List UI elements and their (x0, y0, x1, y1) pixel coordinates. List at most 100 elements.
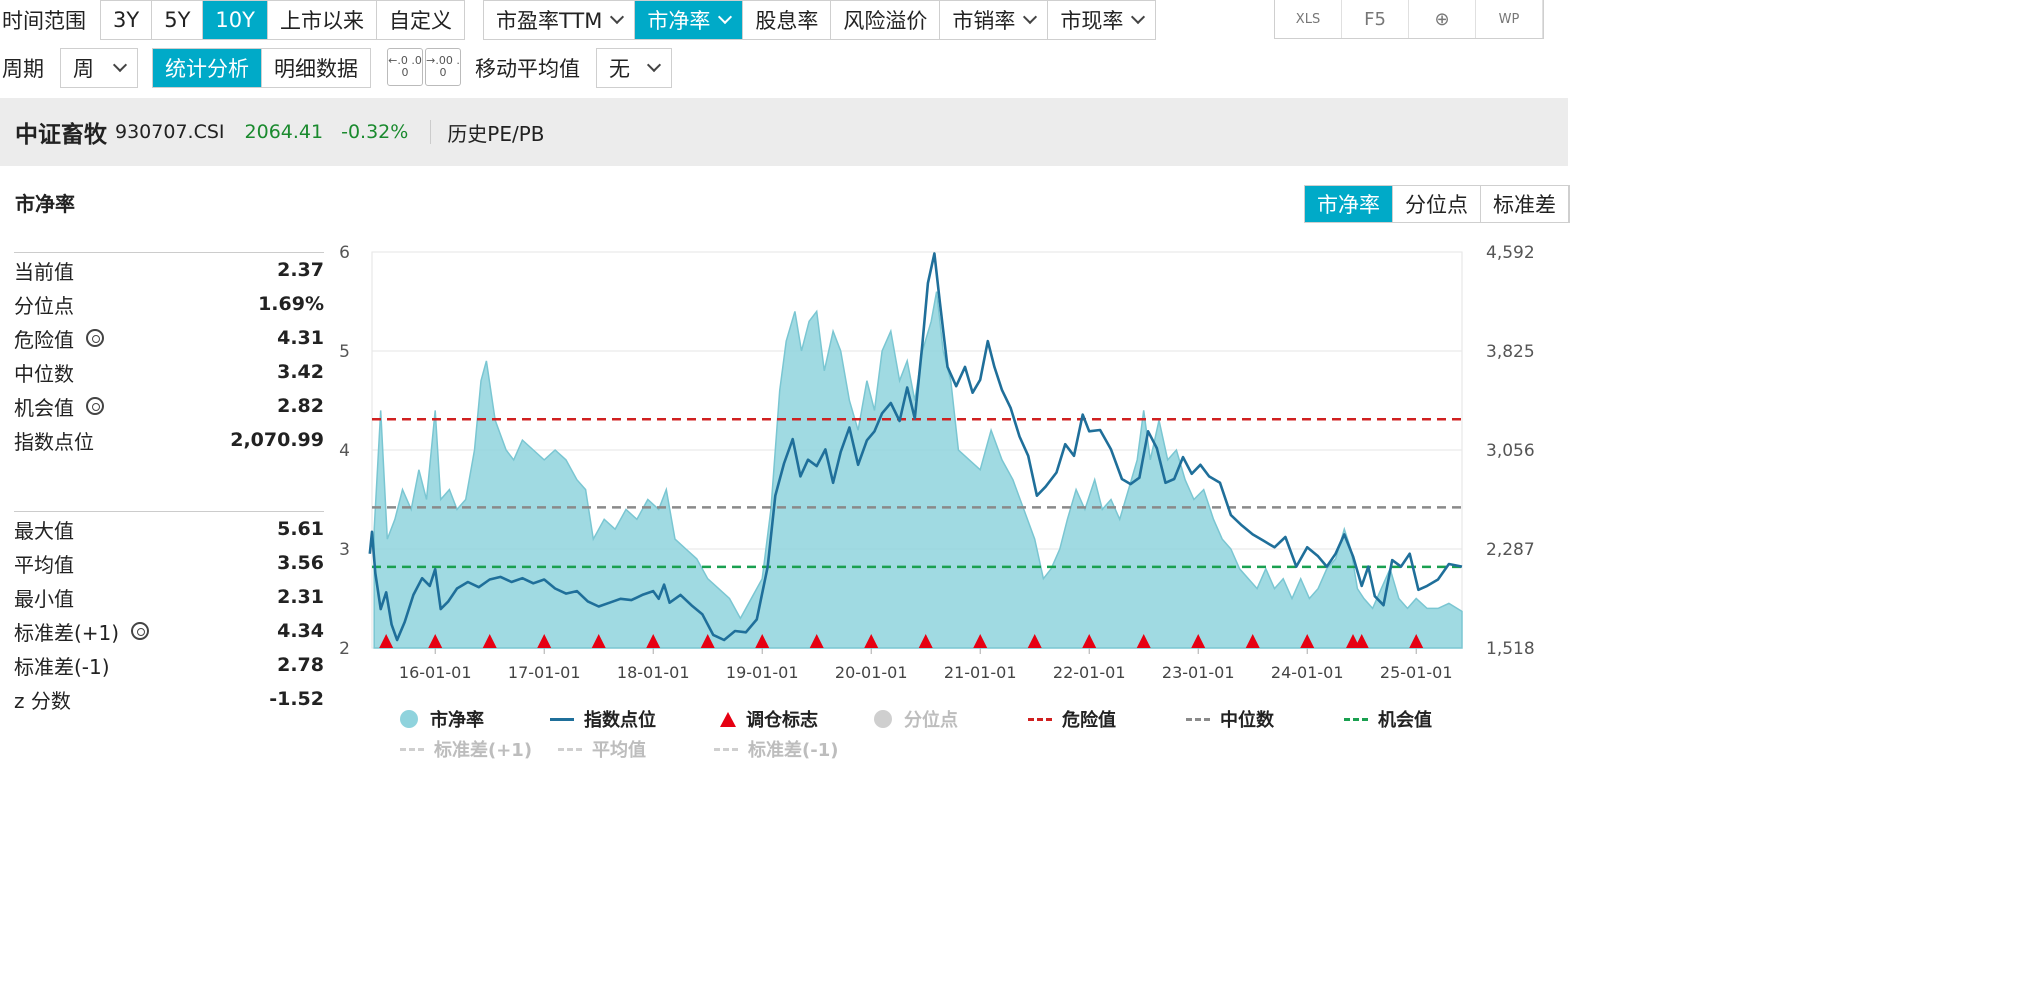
rebalance-marker[interactable] (864, 634, 879, 648)
add-circle-icon[interactable]: ⊕ (1409, 0, 1476, 38)
stat-row: 当前值 2.37 (14, 253, 324, 287)
gear-icon[interactable] (86, 396, 104, 415)
x-tick-label: 18-01-01 (617, 663, 690, 682)
decrease-decimal-icon[interactable]: ←.0 .00 (387, 48, 423, 86)
time-range-1[interactable]: 5Y (152, 1, 204, 39)
legend-dash-icon (1028, 717, 1052, 721)
metric-option-label: 风险溢价 (843, 9, 928, 33)
metric-group: 市盈率TTM 市净率 股息率 风险溢价 市销率 市现率 (482, 0, 1157, 40)
export-toolbar: XLS F5 ⊕ WP (1274, 0, 1544, 39)
legend-dash-icon (400, 747, 424, 751)
period-label: 周期 (2, 57, 44, 81)
rebalance-marker[interactable] (1409, 634, 1424, 648)
legend-item[interactable]: 标准差(-1) (714, 736, 838, 762)
stat-value: 2.78 (277, 654, 324, 676)
legend-label: 调仓标志 (746, 710, 818, 731)
legend-item[interactable]: 机会值 (1344, 706, 1432, 732)
stat-label-text: 指数点位 (14, 429, 94, 454)
y-right-tick: 2,287 (1486, 540, 1535, 560)
rebalance-marker[interactable] (1027, 634, 1042, 648)
legend-label: 标准差(+1) (434, 740, 533, 761)
chevron-down-icon (718, 9, 733, 25)
chart-tab-2[interactable]: 标准差 (1481, 186, 1569, 222)
increase-decimal-icon[interactable]: →.00 .0 (425, 48, 461, 86)
view-tab-1[interactable]: 明细数据 (274, 57, 358, 81)
rebalance-marker[interactable] (973, 634, 988, 648)
rebalance-marker[interactable] (482, 634, 497, 648)
legend-item[interactable]: 危险值 (1028, 706, 1116, 732)
legend-label: 机会值 (1378, 710, 1432, 731)
time-range-2[interactable]: 10Y (203, 1, 268, 39)
metric-option-5[interactable]: 市现率 (1048, 1, 1155, 39)
rebalance-marker[interactable] (1191, 634, 1206, 648)
rebalance-marker[interactable] (537, 634, 552, 648)
legend-item[interactable]: 分位点 (874, 706, 958, 732)
legend-label: 中位数 (1220, 710, 1274, 731)
legend-item[interactable]: 指数点位 (550, 706, 656, 732)
metric-option-3[interactable]: 风险溢价 (831, 1, 941, 39)
time-range-0[interactable]: 3Y (101, 1, 153, 39)
moving-average-select[interactable]: 无 (596, 48, 672, 88)
stat-label: z 分数 (14, 685, 71, 714)
index-line-series (368, 252, 1463, 642)
legend-label: 危险值 (1062, 710, 1116, 731)
rebalance-marker[interactable] (1300, 634, 1315, 648)
stat-label: 指数点位 (14, 426, 94, 455)
view-tab-0[interactable]: 统计分析 (153, 49, 262, 87)
y-left-tick: 2 (339, 639, 350, 659)
stat-row: 危险值 4.31 (14, 321, 324, 355)
gear-icon[interactable] (86, 328, 104, 347)
rebalance-marker[interactable] (1082, 634, 1097, 648)
gear-icon[interactable] (131, 621, 150, 640)
legend-item[interactable]: 市净率 (400, 706, 484, 732)
time-range-label: 时间范围 (2, 9, 86, 33)
rebalance-marker[interactable] (1245, 634, 1260, 648)
stat-value: -1.52 (269, 688, 324, 710)
x-tick-label: 20-01-01 (835, 663, 908, 682)
legend-label: 分位点 (904, 710, 958, 731)
time-range-3[interactable]: 上市以来 (268, 1, 377, 39)
legend-item[interactable]: 标准差(+1) (400, 736, 532, 762)
rebalance-marker[interactable] (379, 634, 394, 648)
stats-group-current: 当前值 2.37 分位点 1.69% 危险值 4.31 中位数 3.42 机会值 2.82 指数点位… (14, 252, 324, 457)
legend-item[interactable]: 中位数 (1186, 706, 1274, 732)
metric-option-2[interactable]: 股息率 (743, 1, 832, 39)
stats-title: 市净率 (15, 192, 75, 216)
period-select[interactable]: 周 (60, 48, 138, 88)
rebalance-marker[interactable] (1354, 634, 1369, 648)
chart-tab-0[interactable]: 市净率 (1305, 186, 1393, 222)
legend-dash-icon (1186, 717, 1210, 721)
legend-item[interactable]: 平均值 (558, 736, 646, 762)
stat-label-text: 机会值 (14, 395, 74, 420)
rebalance-marker[interactable] (918, 634, 933, 648)
rebalance-marker[interactable] (1136, 634, 1151, 648)
wps-export-icon[interactable]: WP (1476, 0, 1543, 38)
f5-refresh-icon[interactable]: F5 (1342, 0, 1409, 38)
legend-label: 市净率 (430, 710, 484, 731)
rebalance-marker[interactable] (428, 634, 443, 648)
rebalance-marker[interactable] (809, 634, 824, 648)
decimal-controls: ←.0 .00 →.00 .0 (387, 48, 463, 88)
stat-row: 指数点位 2,070.99 (14, 423, 324, 457)
metric-option-4[interactable]: 市销率 (940, 1, 1049, 39)
legend-dot-icon (874, 710, 892, 728)
stat-label-text: 平均值 (14, 552, 74, 577)
chevron-down-icon (646, 57, 662, 73)
time-range-4[interactable]: 自定义 (388, 9, 452, 33)
rebalance-marker[interactable] (646, 634, 661, 648)
legend-item[interactable]: 调仓标志 (720, 706, 818, 732)
legend-dot-icon (400, 710, 418, 728)
chart-tab-1[interactable]: 分位点 (1393, 186, 1481, 222)
rebalance-marker[interactable] (755, 634, 770, 648)
rebalance-marker[interactable] (700, 634, 715, 648)
rebalance-marker[interactable] (591, 634, 606, 648)
metric-option-1[interactable]: 市净率 (635, 1, 744, 39)
stat-value: 3.42 (277, 361, 324, 383)
xls-icon[interactable]: XLS (1275, 0, 1342, 38)
stats-group-distribution: 最大值 5.61 平均值 3.56 最小值 2.31 标准差(+1) 4.34 标准差(-1) 2… (14, 511, 324, 716)
stat-value: 2,070.99 (230, 429, 324, 451)
metric-option-0[interactable]: 市盈率TTM (484, 1, 636, 39)
stat-row: 中位数 3.42 (14, 355, 324, 389)
view-tabs: 统计分析 明细数据 (152, 48, 371, 88)
toolbar-row-2: 周期 周 统计分析 明细数据 ←.0 .00 →.00 .0 移动平均值 无 (0, 48, 672, 88)
